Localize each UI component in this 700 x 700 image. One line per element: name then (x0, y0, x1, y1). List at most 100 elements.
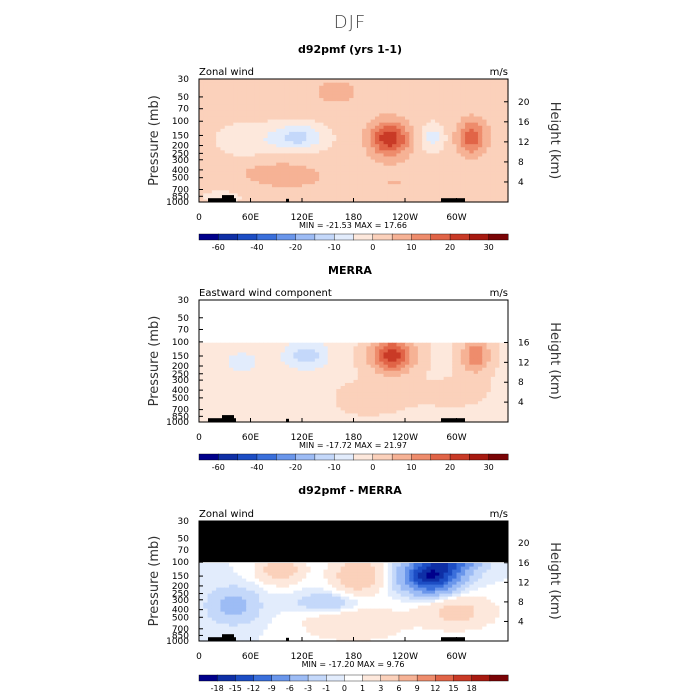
contour-cell (473, 367, 479, 371)
contour-cell (323, 149, 329, 154)
contour-cell (233, 177, 239, 182)
contour-cell (332, 122, 337, 126)
contour-cell (503, 357, 509, 362)
contour-cell (310, 403, 316, 408)
contour-cell (405, 152, 410, 157)
contour-cell (405, 373, 410, 377)
contour-cell (323, 376, 329, 380)
contour-cell (276, 394, 282, 399)
contour-cell (370, 367, 376, 371)
contour-cell (486, 415, 492, 420)
contour-cell (503, 388, 509, 393)
contour-cell (447, 100, 453, 105)
contour-cell (336, 400, 342, 405)
contour-cell (349, 112, 355, 117)
colorbar-swatch (333, 233, 355, 241)
contour-cell (319, 351, 325, 356)
contour-cell (263, 88, 269, 92)
contour-cell (293, 134, 299, 139)
contour-cell (302, 406, 307, 411)
contour-cell (353, 155, 359, 160)
contour-cell (302, 364, 307, 368)
contour-cell (293, 385, 299, 390)
contour-cell (357, 189, 363, 194)
contour-cell (383, 364, 389, 368)
panel-title: MERRA (328, 264, 372, 277)
contour-cell (477, 174, 483, 178)
contour-cell (271, 345, 277, 350)
contour-cell (469, 345, 475, 350)
contour-cell (220, 397, 226, 402)
contour-cell (426, 189, 432, 194)
contour-cell (477, 418, 483, 423)
contour-cell (302, 149, 307, 154)
contour-cell (456, 137, 462, 142)
contour-cell (490, 140, 496, 145)
contour-cell (392, 125, 398, 129)
contour-cell (280, 112, 286, 117)
contour-cell (310, 152, 316, 157)
contour-cell (319, 406, 325, 411)
contour-cell (349, 388, 355, 393)
contour-cell (357, 397, 363, 402)
contour-cell (224, 143, 230, 148)
contour-cell (495, 82, 501, 86)
contour-cell (284, 354, 290, 359)
contour-cell (297, 183, 303, 188)
contour-cell (422, 131, 428, 135)
contour-cell (357, 412, 363, 417)
contour-cell (216, 180, 222, 185)
contour-cell (276, 400, 282, 405)
contour-cell (306, 106, 312, 111)
contour-cell (503, 394, 509, 399)
contour-cell (400, 82, 406, 86)
contour-cell (387, 118, 393, 123)
contour-cell (237, 391, 243, 396)
contour-cell (293, 168, 299, 172)
contour-cell (379, 91, 385, 95)
contour-cell (280, 82, 286, 86)
contour-cell (241, 354, 247, 359)
contour-cell (310, 376, 316, 380)
height-tick-label: 8 (518, 378, 524, 388)
contour-cell (289, 140, 295, 145)
contour-cell (259, 137, 264, 142)
contour-cell (344, 103, 350, 108)
contour-cell (353, 357, 359, 362)
contour-cell (392, 354, 398, 359)
contour-cell (413, 403, 419, 408)
contour-cell (503, 192, 509, 197)
contour-cell (344, 109, 350, 114)
contour-cell (310, 146, 316, 151)
contour-cell (396, 155, 402, 160)
contour-cell (482, 382, 488, 386)
contour-cell (310, 122, 316, 126)
contour-cell (396, 391, 402, 396)
contour-cell (439, 367, 445, 371)
contour-cell (250, 409, 256, 414)
contour-cell (254, 143, 260, 148)
contour-cell (469, 162, 475, 166)
contour-cell (473, 94, 479, 99)
contour-cell (211, 180, 217, 185)
contour-cell (271, 82, 277, 86)
contour-cell (499, 91, 505, 95)
contour-cell (211, 397, 217, 402)
contour-cell (293, 125, 299, 129)
contour-cell (400, 354, 406, 359)
contour-cell (199, 587, 204, 591)
contour-cell (370, 361, 376, 365)
contour-cell (499, 115, 505, 120)
contour-cell (452, 361, 458, 365)
contour-cell (259, 112, 264, 117)
colorbar-swatch (353, 233, 374, 241)
contour-cell (422, 351, 428, 356)
contour-cell (396, 106, 402, 111)
contour-cell (284, 100, 290, 105)
contour-cell (319, 388, 325, 393)
contour-cell (220, 171, 226, 175)
contour-cell (387, 354, 393, 359)
contour-cell (490, 97, 496, 102)
contour-cell (447, 412, 453, 417)
contour-cell (435, 137, 440, 142)
